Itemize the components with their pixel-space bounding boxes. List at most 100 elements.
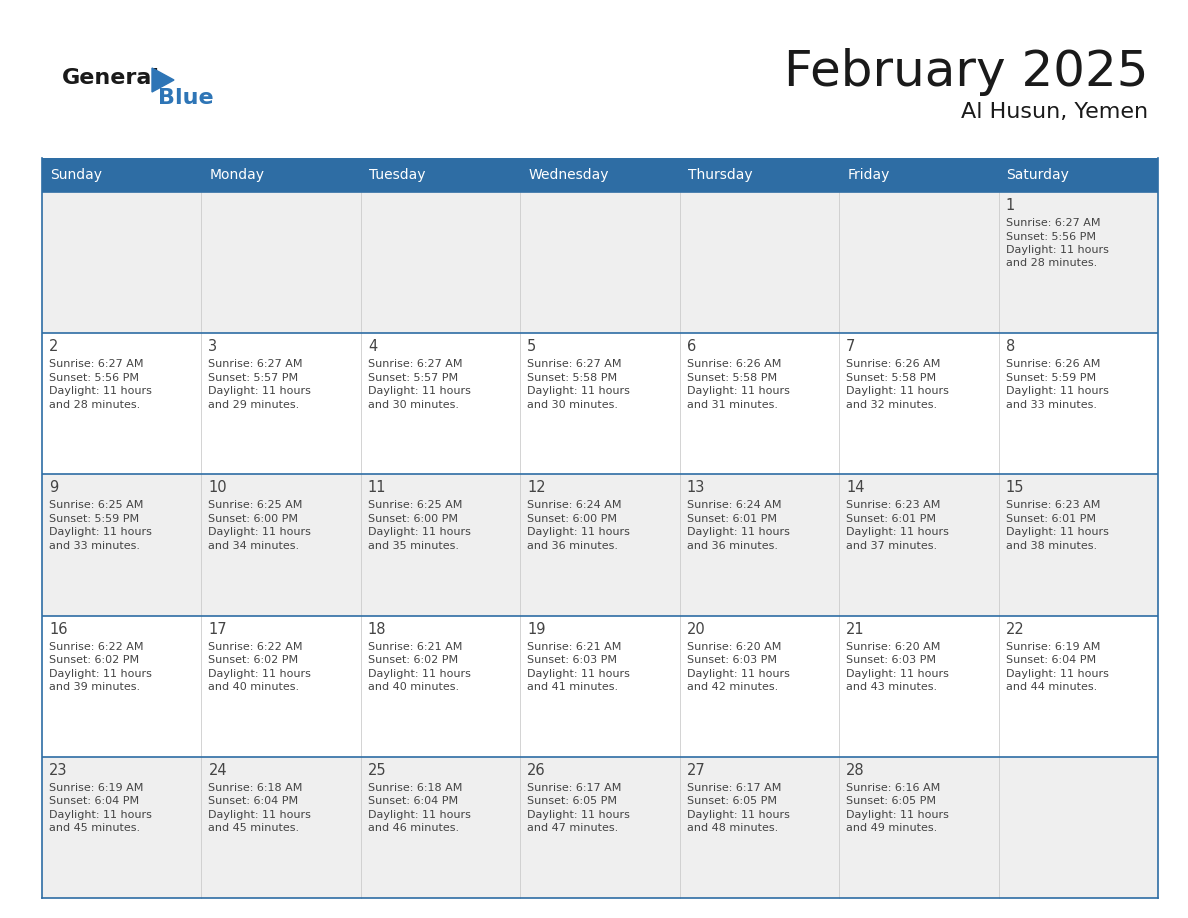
Text: 22: 22 (1005, 621, 1024, 636)
Text: and 28 minutes.: and 28 minutes. (49, 399, 140, 409)
Text: Sunset: 6:03 PM: Sunset: 6:03 PM (687, 655, 777, 666)
Bar (361, 158, 520, 192)
Text: Daylight: 11 hours: Daylight: 11 hours (1005, 386, 1108, 397)
Text: Sunset: 6:04 PM: Sunset: 6:04 PM (368, 796, 459, 806)
Bar (42, 333, 202, 475)
Bar (680, 192, 839, 333)
Bar (42, 158, 202, 192)
Text: 18: 18 (368, 621, 386, 636)
Text: and 34 minutes.: and 34 minutes. (208, 541, 299, 551)
Text: 21: 21 (846, 621, 865, 636)
Bar (42, 756, 202, 898)
Text: Daylight: 11 hours: Daylight: 11 hours (687, 386, 790, 397)
Text: Sunrise: 6:24 AM: Sunrise: 6:24 AM (687, 500, 782, 510)
Text: Daylight: 11 hours: Daylight: 11 hours (208, 528, 311, 537)
Bar (520, 158, 680, 192)
Text: Sunrise: 6:27 AM: Sunrise: 6:27 AM (208, 359, 303, 369)
Bar (202, 333, 361, 475)
Text: and 45 minutes.: and 45 minutes. (208, 823, 299, 834)
Text: and 46 minutes.: and 46 minutes. (368, 823, 459, 834)
Text: Daylight: 11 hours: Daylight: 11 hours (687, 668, 790, 678)
Text: Sunrise: 6:25 AM: Sunrise: 6:25 AM (368, 500, 462, 510)
Text: Sunset: 6:03 PM: Sunset: 6:03 PM (527, 655, 618, 666)
Text: Sunset: 6:05 PM: Sunset: 6:05 PM (846, 796, 936, 806)
Bar (839, 756, 999, 898)
Bar (202, 192, 361, 333)
Text: Daylight: 11 hours: Daylight: 11 hours (846, 528, 949, 537)
Text: Sunset: 6:04 PM: Sunset: 6:04 PM (1005, 655, 1095, 666)
Text: 28: 28 (846, 763, 865, 778)
Text: 20: 20 (687, 621, 706, 636)
Text: Sunrise: 6:20 AM: Sunrise: 6:20 AM (846, 642, 941, 652)
Text: 26: 26 (527, 763, 546, 778)
Text: Daylight: 11 hours: Daylight: 11 hours (49, 668, 152, 678)
Bar (680, 616, 839, 756)
Text: Sunset: 6:00 PM: Sunset: 6:00 PM (527, 514, 618, 524)
Text: and 49 minutes.: and 49 minutes. (846, 823, 937, 834)
Text: and 42 minutes.: and 42 minutes. (687, 682, 778, 692)
Bar (680, 475, 839, 616)
Text: Sunset: 6:00 PM: Sunset: 6:00 PM (368, 514, 457, 524)
Bar (680, 756, 839, 898)
Bar (520, 333, 680, 475)
Bar (680, 158, 839, 192)
Text: and 48 minutes.: and 48 minutes. (687, 823, 778, 834)
Text: Sunrise: 6:23 AM: Sunrise: 6:23 AM (1005, 500, 1100, 510)
Text: Daylight: 11 hours: Daylight: 11 hours (208, 668, 311, 678)
Text: and 31 minutes.: and 31 minutes. (687, 399, 778, 409)
Text: Sunrise: 6:20 AM: Sunrise: 6:20 AM (687, 642, 781, 652)
Text: Al Husun, Yemen: Al Husun, Yemen (961, 102, 1148, 122)
Text: 25: 25 (368, 763, 386, 778)
Text: Daylight: 11 hours: Daylight: 11 hours (687, 528, 790, 537)
Text: Sunset: 5:57 PM: Sunset: 5:57 PM (208, 373, 298, 383)
Bar (202, 475, 361, 616)
Text: and 40 minutes.: and 40 minutes. (208, 682, 299, 692)
Text: Sunrise: 6:24 AM: Sunrise: 6:24 AM (527, 500, 621, 510)
Text: Monday: Monday (209, 168, 265, 182)
Text: Daylight: 11 hours: Daylight: 11 hours (1005, 245, 1108, 255)
Text: 19: 19 (527, 621, 545, 636)
Bar (839, 158, 999, 192)
Bar (361, 192, 520, 333)
Text: Daylight: 11 hours: Daylight: 11 hours (527, 810, 630, 820)
Text: Friday: Friday (847, 168, 890, 182)
Text: Sunset: 5:56 PM: Sunset: 5:56 PM (1005, 231, 1095, 241)
Text: Sunset: 5:56 PM: Sunset: 5:56 PM (49, 373, 139, 383)
Text: 17: 17 (208, 621, 227, 636)
Bar (999, 158, 1158, 192)
Text: Sunrise: 6:25 AM: Sunrise: 6:25 AM (49, 500, 144, 510)
Text: 3: 3 (208, 339, 217, 354)
Text: Sunset: 5:58 PM: Sunset: 5:58 PM (687, 373, 777, 383)
Text: 16: 16 (49, 621, 68, 636)
Text: Sunrise: 6:26 AM: Sunrise: 6:26 AM (846, 359, 941, 369)
Text: Thursday: Thursday (688, 168, 752, 182)
Text: Daylight: 11 hours: Daylight: 11 hours (527, 668, 630, 678)
Text: 12: 12 (527, 480, 546, 496)
Bar (520, 756, 680, 898)
Text: 4: 4 (368, 339, 377, 354)
Text: and 30 minutes.: and 30 minutes. (368, 399, 459, 409)
Text: 13: 13 (687, 480, 706, 496)
Text: Sunrise: 6:27 AM: Sunrise: 6:27 AM (368, 359, 462, 369)
Text: Sunset: 6:03 PM: Sunset: 6:03 PM (846, 655, 936, 666)
Text: and 35 minutes.: and 35 minutes. (368, 541, 459, 551)
Text: Daylight: 11 hours: Daylight: 11 hours (846, 386, 949, 397)
Text: 2: 2 (49, 339, 58, 354)
Text: Sunrise: 6:22 AM: Sunrise: 6:22 AM (208, 642, 303, 652)
Text: Daylight: 11 hours: Daylight: 11 hours (1005, 528, 1108, 537)
Bar (999, 192, 1158, 333)
Text: Sunrise: 6:21 AM: Sunrise: 6:21 AM (527, 642, 621, 652)
Bar (202, 756, 361, 898)
Text: Daylight: 11 hours: Daylight: 11 hours (368, 668, 470, 678)
Text: Sunset: 6:01 PM: Sunset: 6:01 PM (1005, 514, 1095, 524)
Text: 9: 9 (49, 480, 58, 496)
Text: Sunset: 6:05 PM: Sunset: 6:05 PM (687, 796, 777, 806)
Text: and 45 minutes.: and 45 minutes. (49, 823, 140, 834)
Text: 6: 6 (687, 339, 696, 354)
Text: Sunset: 6:01 PM: Sunset: 6:01 PM (846, 514, 936, 524)
Bar (999, 475, 1158, 616)
Text: Sunrise: 6:27 AM: Sunrise: 6:27 AM (527, 359, 621, 369)
Text: 27: 27 (687, 763, 706, 778)
Text: February 2025: February 2025 (784, 48, 1148, 96)
Text: Sunrise: 6:18 AM: Sunrise: 6:18 AM (368, 783, 462, 793)
